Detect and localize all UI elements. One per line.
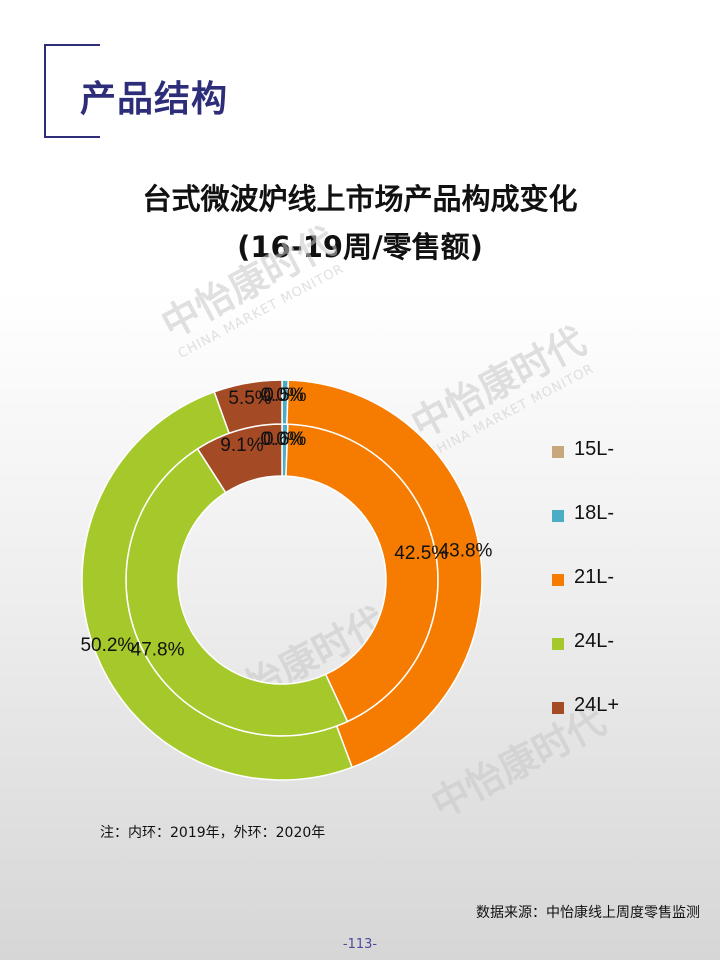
legend-item-24L+: 24L+ xyxy=(552,694,672,724)
legend-item-18L-: 18L- xyxy=(552,502,672,532)
legend-item-21L-: 21L- xyxy=(552,566,672,596)
legend-swatch xyxy=(552,574,564,586)
legend-item-15L-: 15L- xyxy=(552,438,672,468)
data-label-inner-21L-: 42.5% xyxy=(394,543,448,564)
data-label-outer-15L-: 0.0% xyxy=(260,385,303,406)
data-label-outer-18L-: 0.5% xyxy=(263,385,306,406)
page-number: -113- xyxy=(342,937,378,952)
legend-swatch xyxy=(552,446,564,458)
data-label-inner-24L+: 9.1% xyxy=(220,435,263,456)
ring-note: 注：内环：2019年，外环：2020年 xyxy=(100,825,326,841)
legend-label: 21L- xyxy=(574,566,615,588)
legend-label: 24L+ xyxy=(574,694,620,716)
legend-item-24L-: 24L- xyxy=(552,630,672,660)
data-label-outer-21L-: 43.8% xyxy=(439,541,493,562)
chart-title: 台式微波炉线上市场产品构成变化 xyxy=(142,182,578,216)
slice-outer-24L+ xyxy=(213,379,283,435)
legend-label: 15L- xyxy=(574,438,615,460)
data-source: 数据来源：中怡康线上周度零售监测 xyxy=(476,905,700,921)
data-label-outer-24L-: 50.2% xyxy=(80,635,134,656)
legend-swatch xyxy=(552,510,564,522)
data-label-inner-15L-: 0.0% xyxy=(260,429,303,450)
legend-label: 18L- xyxy=(574,502,615,524)
title-bracket xyxy=(44,44,100,138)
legend-swatch xyxy=(552,638,564,650)
legend-swatch xyxy=(552,702,564,714)
data-label-inner-24L-: 47.8% xyxy=(131,639,185,660)
slice-outer-21L- xyxy=(286,379,483,769)
chart-subtitle: (16-19周/零售额) xyxy=(237,230,483,264)
legend-label: 24L- xyxy=(574,630,615,652)
slice-outer-24L- xyxy=(81,390,354,781)
section-title: 产品结构 xyxy=(80,79,229,120)
data-label-inner-18L-: 0.6% xyxy=(263,429,306,450)
data-label-outer-24L+: 5.5% xyxy=(228,388,271,409)
